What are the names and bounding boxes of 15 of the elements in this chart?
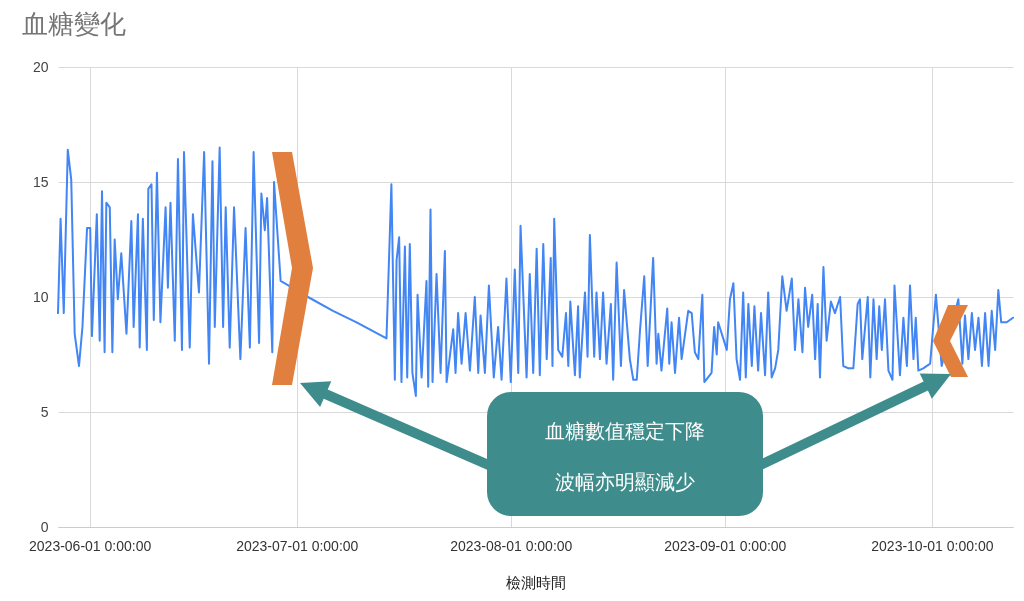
annotation: 波幅亦明顯減少	[555, 471, 695, 493]
x-tick-label: 2023-06-01 0:00:00	[29, 537, 152, 554]
x-tick-label: 2023-07-01 0:00:00	[236, 537, 359, 554]
annotation: 血糖數值穩定下降	[545, 420, 705, 442]
x-axis-title: 檢測時間	[506, 573, 566, 591]
y-tick-label: 0	[40, 518, 49, 535]
y-tick-label: 15	[32, 173, 49, 190]
x-tick-label: 2023-10-01 0:00:00	[871, 537, 994, 554]
y-tick-label: 10	[32, 288, 49, 305]
line-series	[57, 146, 1014, 397]
x-tick-label: 2023-09-01 0:00:00	[664, 537, 787, 554]
chart-title: 血糖變化	[22, 9, 126, 39]
y-tick-label: 20	[32, 58, 49, 75]
x-tick-label: 2023-08-01 0:00:00	[450, 537, 573, 554]
y-tick-label: 5	[40, 403, 49, 420]
